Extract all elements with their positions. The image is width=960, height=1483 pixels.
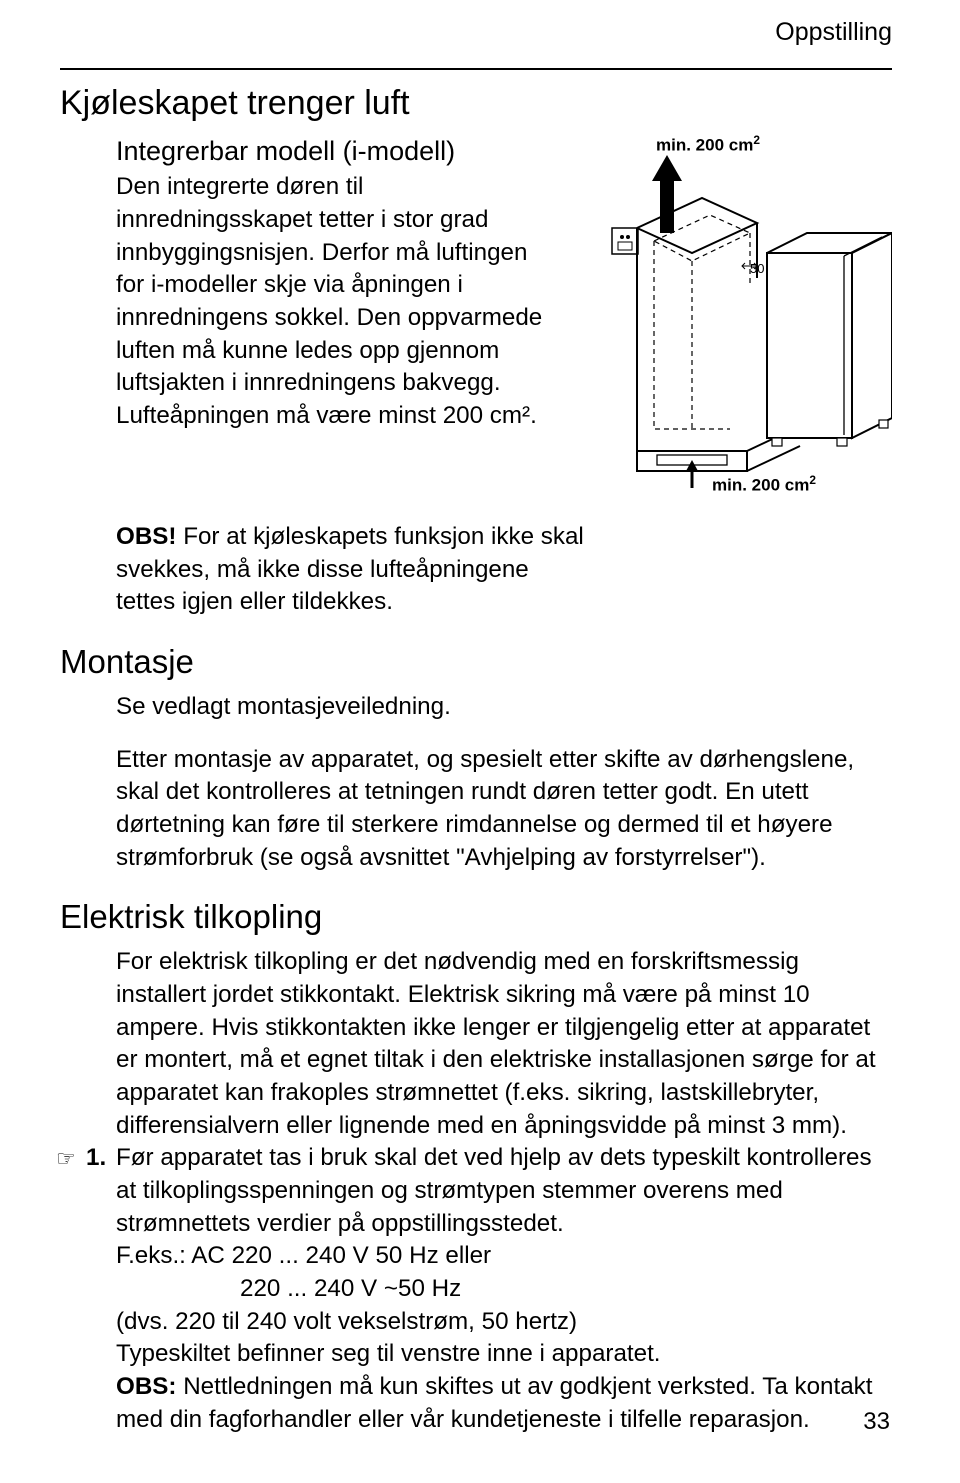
air-paragraph: Den integrerte døren til innredningsskap… <box>116 171 562 432</box>
header-category: Oppstilling <box>775 18 892 47</box>
figure-label-bottom: min. 200 cm <box>712 476 809 495</box>
montasje-p1: Se vedlagt montasjeveiledning. <box>116 691 892 724</box>
step1a: Før apparatet tas i bruk skal det ved hj… <box>116 1144 872 1236</box>
page-number: 33 <box>863 1408 890 1436</box>
header-rule <box>60 68 892 70</box>
section-title-air: Kjøleskapet trenger luft <box>60 84 892 123</box>
hand-icon: ☞ <box>56 1144 76 1174</box>
step1d: (dvs. 220 til 240 volt vekselstrøm, 50 h… <box>116 1308 577 1335</box>
elektrisk-p1: For elektrisk tilkopling er det nødvendi… <box>116 946 892 1142</box>
figure-gap-label: 50 <box>750 261 764 276</box>
figure-label-bottom-sup: 2 <box>809 473 816 487</box>
montasje-p2: Etter montasje av apparatet, og spesielt… <box>116 744 892 875</box>
obs-text: For at kjøleskapets funksjon ikke skal s… <box>116 523 584 615</box>
step1f: Nettledningen må kun skiftes ut av godkj… <box>116 1373 872 1433</box>
step1c: 220 ... 240 V ~50 Hz <box>116 1273 461 1306</box>
step1b: F.eks.: AC 220 ... 240 V 50 Hz eller <box>116 1242 491 1269</box>
section-title-montasje: Montasje <box>60 643 892 681</box>
step-number: 1. <box>86 1142 106 1175</box>
ventilation-figure: min. 200 cm2 <box>582 133 892 503</box>
step1f-label: OBS: <box>116 1373 176 1400</box>
section-title-elektrisk: Elektrisk tilkopling <box>60 898 892 936</box>
step1e: Typeskiltet befinner seg til venstre inn… <box>116 1340 661 1367</box>
section-subtitle: Integrerbar modell (i-modell) <box>116 133 562 169</box>
obs-label: OBS! <box>116 523 176 550</box>
